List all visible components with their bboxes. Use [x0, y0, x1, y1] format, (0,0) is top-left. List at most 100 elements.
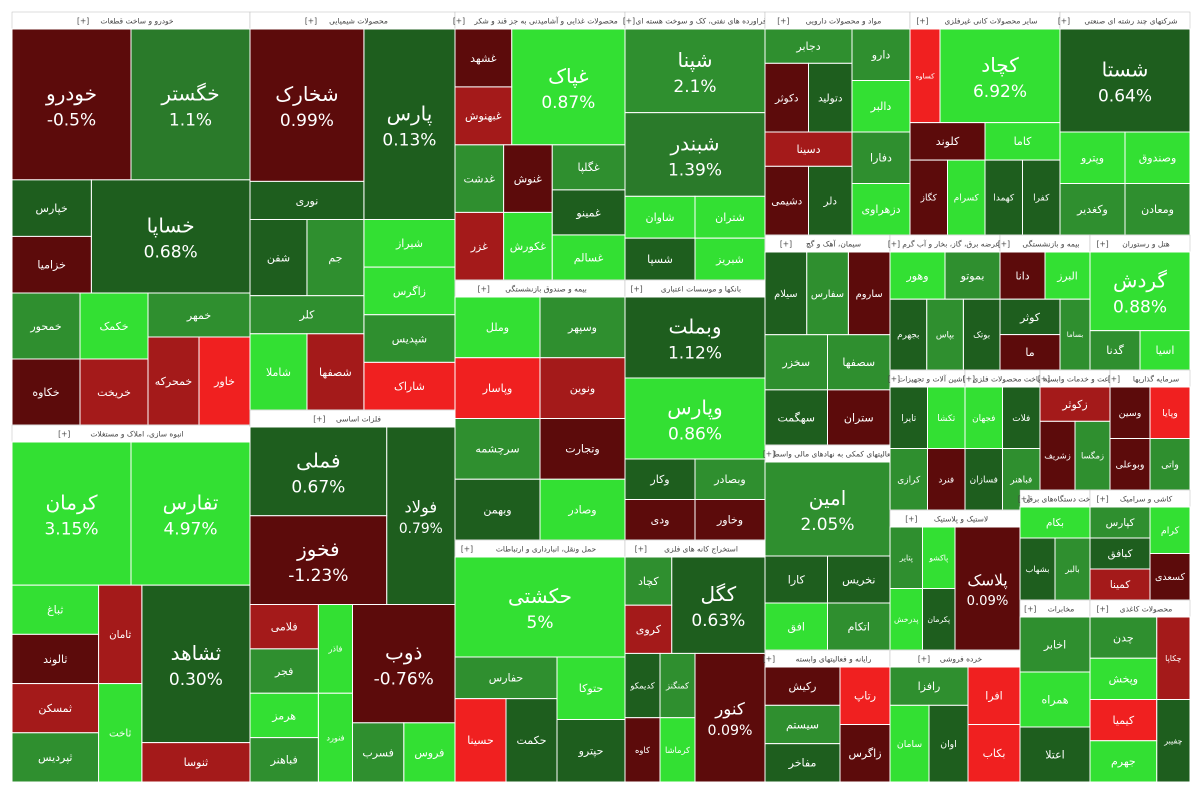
expand-button[interactable]: [+]: [478, 285, 490, 294]
stock-tile[interactable]: [808, 62, 853, 133]
stock-tile[interactable]: [764, 704, 841, 745]
stock-tile[interactable]: [454, 698, 507, 783]
stock-tile[interactable]: [1059, 28, 1191, 133]
stock-tile[interactable]: [889, 588, 923, 651]
stock-tile[interactable]: [659, 652, 696, 719]
stock-tile[interactable]: [939, 28, 1061, 124]
stock-tile[interactable]: [130, 441, 251, 586]
stock-tile[interactable]: [1109, 438, 1151, 491]
expand-button[interactable]: [+]: [777, 17, 789, 26]
stock-tile[interactable]: [764, 165, 809, 236]
stock-tile[interactable]: [1019, 537, 1056, 601]
stock-tile[interactable]: [1044, 251, 1091, 300]
stock-tile[interactable]: [454, 656, 558, 700]
stock-tile[interactable]: [1149, 386, 1191, 439]
expand-button[interactable]: [+]: [305, 17, 317, 26]
expand-button[interactable]: [+]: [635, 545, 647, 554]
stock-tile[interactable]: [624, 652, 661, 719]
stock-tile[interactable]: [505, 698, 558, 783]
stock-tile[interactable]: [889, 666, 969, 706]
stock-tile[interactable]: [249, 426, 388, 517]
stock-tile[interactable]: [928, 704, 969, 783]
stock-tile[interactable]: [624, 112, 766, 197]
stock-tile[interactable]: [363, 314, 456, 363]
stock-tile[interactable]: [1089, 506, 1151, 539]
expand-button[interactable]: [+]: [1024, 605, 1036, 614]
stock-tile[interactable]: [1124, 183, 1191, 236]
expand-button[interactable]: [+]: [888, 375, 900, 384]
stock-tile[interactable]: [352, 604, 456, 724]
expand-button[interactable]: [+]: [998, 240, 1010, 249]
stock-tile[interactable]: [11, 732, 100, 783]
expand-button[interactable]: [+]: [453, 17, 465, 26]
stock-tile[interactable]: [909, 28, 941, 124]
stock-tile[interactable]: [764, 334, 828, 391]
stock-tile[interactable]: [363, 28, 456, 220]
stock-tile[interactable]: [306, 219, 365, 297]
stock-tile[interactable]: [130, 28, 251, 181]
stock-tile[interactable]: [964, 386, 1003, 449]
stock-tile[interactable]: [1089, 740, 1158, 783]
stock-tile[interactable]: [999, 298, 1061, 336]
stock-tile[interactable]: [764, 62, 809, 133]
stock-tile[interactable]: [352, 722, 405, 783]
stock-tile[interactable]: [764, 461, 891, 557]
stock-tile[interactable]: [851, 28, 911, 81]
stock-tile[interactable]: [1149, 438, 1191, 491]
stock-tile[interactable]: [454, 144, 505, 213]
stock-tile[interactable]: [454, 418, 541, 480]
stock-tile[interactable]: [249, 515, 388, 605]
stock-tile[interactable]: [694, 652, 766, 783]
stock-tile[interactable]: [1089, 330, 1141, 371]
stock-tile[interactable]: [827, 602, 891, 651]
stock-tile[interactable]: [1054, 537, 1091, 601]
expand-button[interactable]: [+]: [1018, 495, 1030, 504]
stock-tile[interactable]: [851, 183, 911, 236]
stock-tile[interactable]: [764, 389, 828, 446]
expand-button[interactable]: [+]: [780, 240, 792, 249]
stock-tile[interactable]: [909, 159, 948, 236]
stock-tile[interactable]: [889, 704, 930, 783]
stock-tile[interactable]: [764, 666, 841, 706]
stock-tile[interactable]: [764, 28, 853, 64]
stock-tile[interactable]: [11, 441, 132, 586]
stock-tile[interactable]: [827, 389, 891, 446]
expand-button[interactable]: [+]: [1097, 605, 1109, 614]
stock-tile[interactable]: [556, 719, 626, 783]
stock-tile[interactable]: [922, 526, 956, 589]
stock-tile[interactable]: [249, 295, 365, 335]
stock-tile[interactable]: [764, 602, 828, 651]
expand-button[interactable]: [+]: [631, 285, 643, 294]
expand-button[interactable]: [+]: [58, 430, 70, 439]
stock-tile[interactable]: [967, 666, 1021, 725]
expand-button[interactable]: [+]: [1038, 375, 1050, 384]
stock-tile[interactable]: [454, 28, 513, 88]
expand-button[interactable]: [+]: [623, 17, 635, 26]
stock-tile[interactable]: [249, 737, 319, 783]
expand-button[interactable]: [+]: [918, 655, 930, 664]
stock-tile[interactable]: [98, 584, 143, 685]
stock-tile[interactable]: [827, 334, 891, 391]
stock-tile[interactable]: [249, 180, 365, 220]
stock-tile[interactable]: [889, 251, 946, 300]
stock-tile[interactable]: [1156, 699, 1191, 783]
stock-tile[interactable]: [1019, 506, 1091, 539]
stock-tile[interactable]: [1074, 420, 1111, 491]
stock-tile[interactable]: [999, 251, 1046, 300]
stock-tile[interactable]: [454, 556, 626, 658]
stock-tile[interactable]: [694, 195, 766, 239]
stock-tile[interactable]: [79, 358, 149, 426]
stock-tile[interactable]: [624, 717, 661, 783]
stock-tile[interactable]: [454, 478, 541, 541]
stock-tile[interactable]: [954, 526, 1021, 651]
stock-tile[interactable]: [764, 251, 808, 336]
expand-button[interactable]: [+]: [888, 240, 900, 249]
stock-tile[interactable]: [624, 237, 696, 281]
stock-tile[interactable]: [764, 131, 853, 167]
stock-tile[interactable]: [1019, 726, 1091, 783]
stock-tile[interactable]: [539, 296, 626, 359]
stock-tile[interactable]: [624, 296, 766, 379]
stock-tile[interactable]: [11, 683, 100, 734]
stock-tile[interactable]: [1089, 251, 1191, 332]
stock-tile[interactable]: [1059, 131, 1126, 184]
